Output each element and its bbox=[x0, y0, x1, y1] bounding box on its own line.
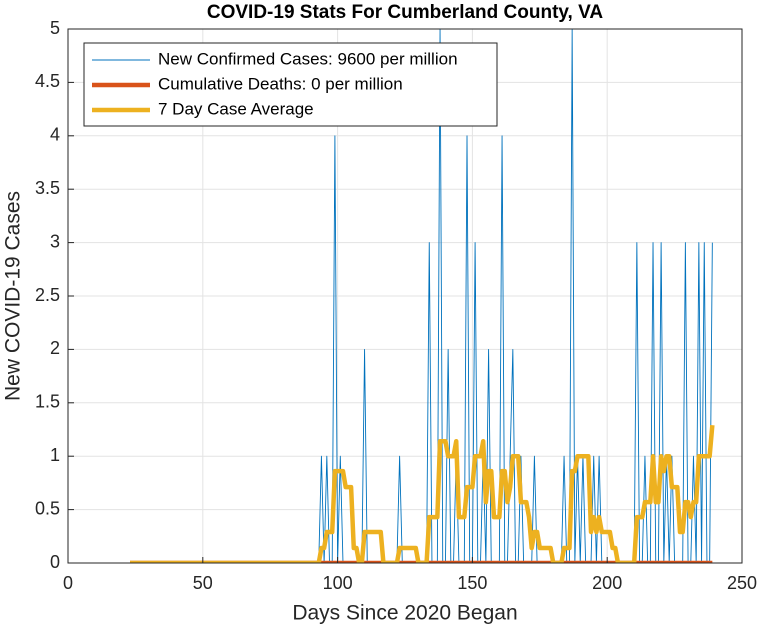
x-tick-label: 150 bbox=[457, 573, 487, 593]
y-axis-label: New COVID-19 Cases bbox=[2, 191, 25, 401]
y-tick-label: 4.5 bbox=[35, 71, 60, 91]
x-tick-label: 200 bbox=[592, 573, 622, 593]
y-tick-label: 0.5 bbox=[35, 498, 60, 518]
ticks: 0 50 100 150 200 250 0 0.5 1 1.5 2 2.5 3 3.5 4 4.5 5 bbox=[35, 18, 757, 593]
y-tick-label: 4 bbox=[50, 125, 60, 145]
legend-box bbox=[83, 42, 498, 127]
legend: New Confirmed Cases: 9600 per million Cum… bbox=[83, 42, 498, 127]
y-tick-label: 0 bbox=[50, 552, 60, 572]
y-tick-label: 1 bbox=[50, 445, 60, 465]
series-line bbox=[130, 425, 715, 563]
x-axis-label: Days Since 2020 Began bbox=[292, 602, 517, 625]
x-tick-label: 0 bbox=[63, 573, 73, 593]
x-tick-label: 50 bbox=[193, 573, 213, 593]
chart-title: COVID-19 Stats For Cumberland County, VA bbox=[207, 2, 604, 23]
x-tick-label: 100 bbox=[323, 573, 353, 593]
y-tick-label: 2 bbox=[50, 338, 60, 358]
x-tick-label: 250 bbox=[727, 573, 757, 593]
legend-label: New Confirmed Cases: 9600 per million bbox=[158, 49, 458, 68]
y-tick-label: 3 bbox=[50, 231, 60, 251]
y-tick-label: 3.5 bbox=[35, 178, 60, 198]
legend-label: Cumulative Deaths: 0 per million bbox=[158, 74, 403, 93]
y-tick-label: 1.5 bbox=[35, 392, 60, 412]
y-tick-label: 2.5 bbox=[35, 285, 60, 305]
lines bbox=[130, 29, 715, 563]
y-tick-label: 5 bbox=[50, 18, 60, 38]
legend-label: 7 Day Case Average bbox=[158, 99, 314, 118]
